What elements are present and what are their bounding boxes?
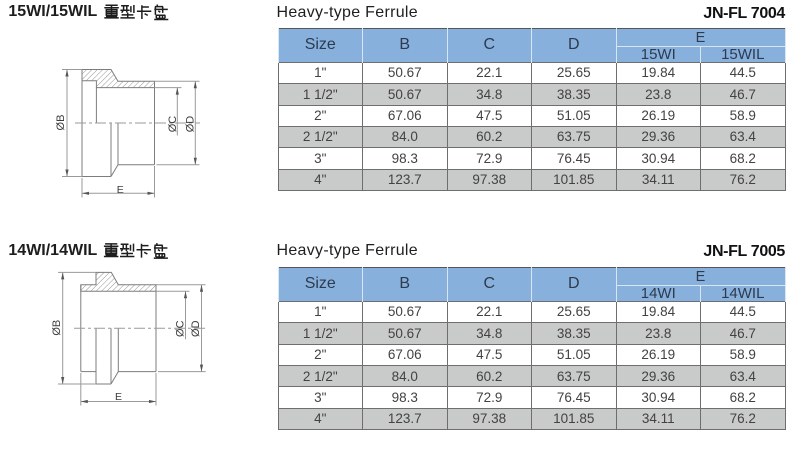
svg-text:ØB: ØB (55, 115, 67, 131)
svg-text:E: E (115, 391, 122, 403)
svg-text:ØC: ØC (167, 116, 179, 133)
svg-text:ØD: ØD (190, 320, 202, 337)
svg-text:ØC: ØC (174, 320, 186, 337)
svg-text:ØB: ØB (51, 320, 63, 336)
svg-text:E: E (117, 184, 124, 196)
svg-text:ØD: ØD (185, 116, 197, 133)
